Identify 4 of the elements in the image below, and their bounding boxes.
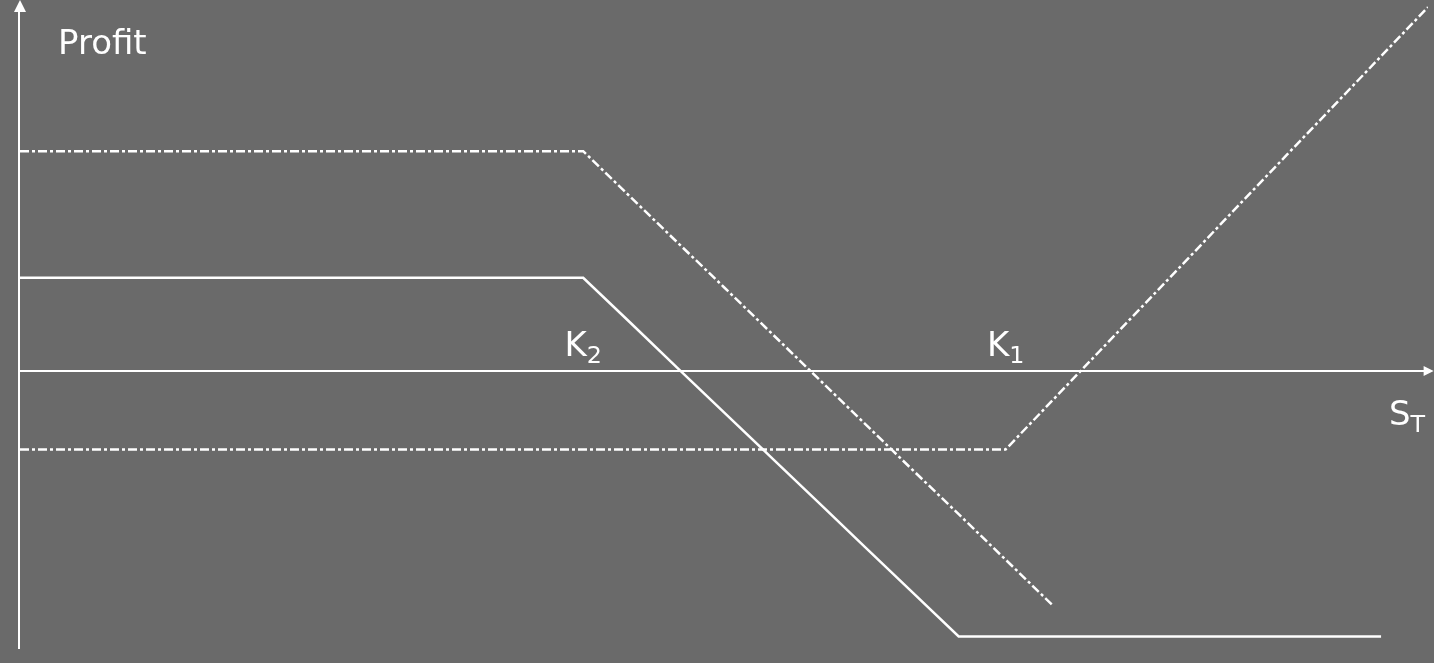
x-tick-label: K$_{2}$ (564, 324, 602, 370)
x-axis-title: S$_{T}$ (1389, 393, 1426, 439)
y-axis-title: Profit (58, 22, 147, 62)
x-tick-label: K$_{1}$ (986, 324, 1025, 370)
